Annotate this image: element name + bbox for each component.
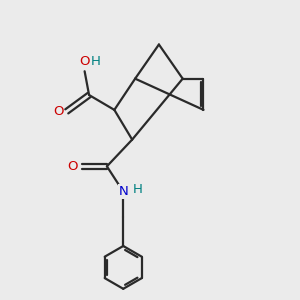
Text: N: N [118,185,128,198]
Text: H: H [133,183,142,196]
Text: O: O [80,55,90,68]
Text: H: H [91,55,101,68]
Text: O: O [68,160,78,173]
Text: O: O [53,105,64,118]
